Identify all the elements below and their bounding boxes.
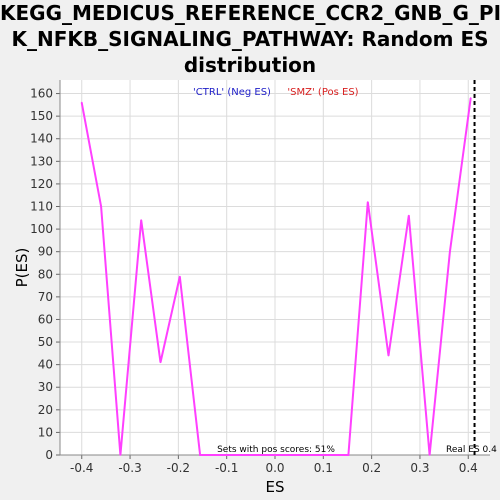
es-data-point (119, 454, 122, 456)
y-tick-label: 80 (38, 267, 53, 281)
y-tick-label: 70 (38, 290, 53, 304)
y-tick-label: 90 (38, 245, 53, 259)
x-tick-label: -0.1 (215, 461, 238, 475)
x-tick-label: 0.1 (314, 461, 333, 475)
chart-title-line-3: distribution (183, 53, 317, 77)
x-tick-label: 0.0 (265, 461, 284, 475)
x-tick-label: 0.2 (362, 461, 381, 475)
x-tick-label: 0.4 (459, 461, 478, 475)
y-tick-label: 10 (38, 425, 53, 439)
y-tick-label: 0 (45, 448, 53, 462)
es-data-point (199, 454, 201, 456)
y-axis-title: P(ES) (13, 248, 31, 288)
chart-title: KEGG_MEDICUS_REFERENCE_CCR2_GNB_G_PI3 K_… (0, 0, 500, 78)
chart-title-line-1: KEGG_MEDICUS_REFERENCE_CCR2_GNB_G_PI3 (0, 1, 500, 25)
es-data-point (159, 361, 162, 364)
series-group (80, 97, 472, 456)
es-data-point (225, 454, 228, 456)
legend-neg-es: 'CTRL' (Neg ES) (193, 87, 271, 98)
tick-labels: 0 10 20 30 40 50 60 70 80 90 100 110 120 130 140 150 160… (30, 87, 478, 475)
y-tick-label: 50 (38, 335, 53, 349)
es-data-point (322, 454, 325, 456)
es-data-point (366, 201, 369, 203)
es-data-point (469, 97, 472, 99)
es-data-point (408, 214, 410, 217)
y-tick-label: 140 (30, 132, 53, 146)
es-data-point (347, 454, 350, 456)
es-data-point (387, 354, 390, 357)
x-tick-label: -0.2 (167, 461, 190, 475)
chart-title-line-2: K_NFKB_SIGNALING_PATHWAY: Random ES (11, 27, 489, 51)
legend-pos-es: 'SMZ' (Pos ES) (287, 87, 358, 98)
y-tick-label: 100 (30, 222, 53, 236)
y-tick-label: 160 (30, 87, 53, 101)
pos-scores-annotation: Sets with pos scores: 51% (217, 445, 335, 455)
es-data-point (274, 454, 276, 456)
es-data-point (428, 454, 431, 456)
y-tick-label: 130 (30, 154, 53, 168)
es-data-point (140, 219, 142, 221)
y-tick-label: 20 (38, 403, 53, 417)
es-data-point (100, 205, 102, 208)
es-data-point (449, 250, 451, 253)
x-tick-label: -0.4 (70, 461, 93, 475)
y-tick-label: 30 (38, 380, 53, 394)
x-tick-label: -0.3 (118, 461, 141, 475)
y-tick-label: 60 (38, 312, 53, 326)
x-axis-title: ES (266, 478, 285, 496)
real-es-label: Real ES 0.4 (446, 445, 497, 455)
y-tick-label: 110 (30, 200, 53, 214)
es-data-point (80, 101, 83, 104)
y-tick-label: 120 (30, 177, 53, 191)
y-tick-label: 40 (38, 358, 53, 372)
es-data-point (179, 275, 181, 278)
y-tick-label: 150 (30, 109, 53, 123)
x-tick-label: 0.3 (410, 461, 429, 475)
